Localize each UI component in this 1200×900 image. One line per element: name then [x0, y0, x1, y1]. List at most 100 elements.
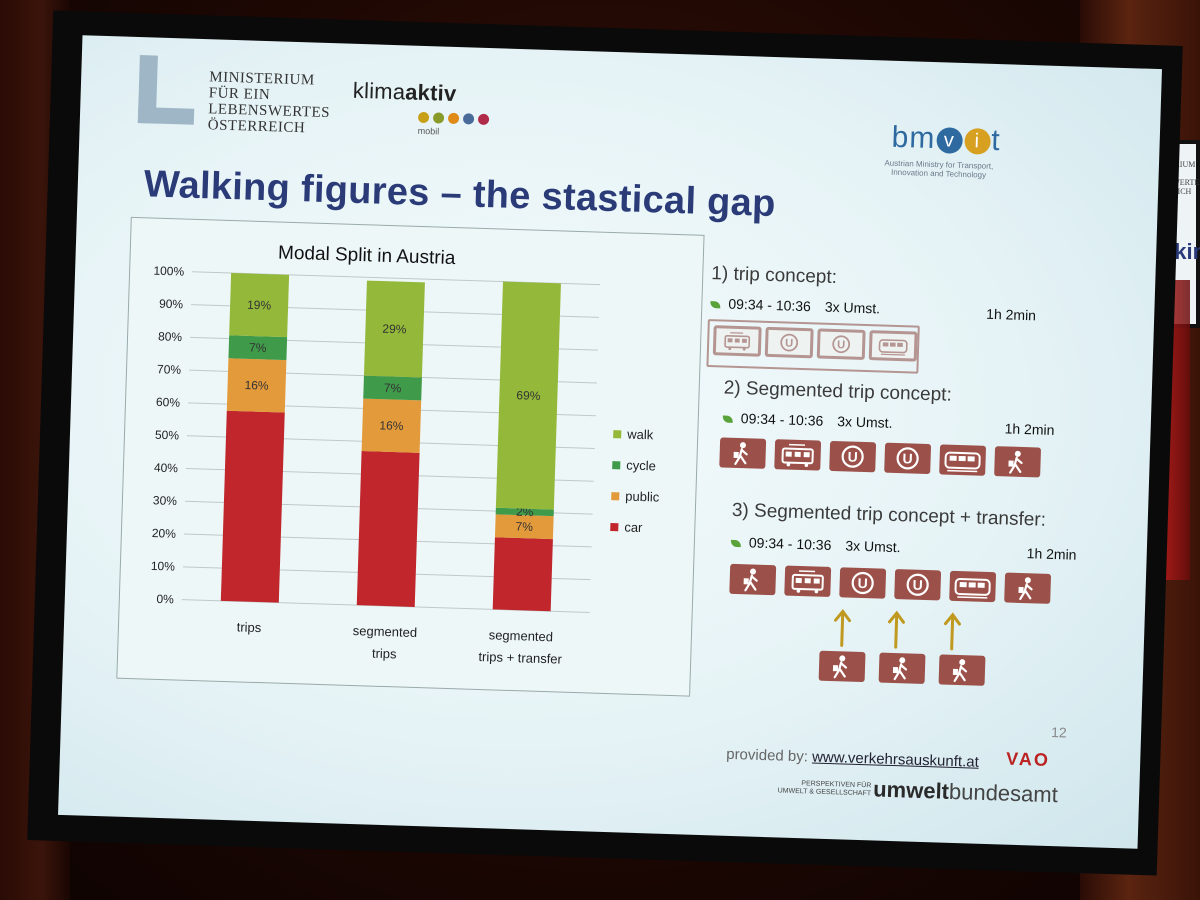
leaf-icon	[722, 415, 733, 423]
bar-segment-cycle	[228, 335, 288, 361]
walk-icon	[719, 437, 767, 469]
legend-label-walk: walk	[626, 427, 654, 443]
walk-icon	[994, 446, 1042, 478]
data-label: 19%	[247, 298, 272, 313]
u-bahn-icon: U	[839, 567, 887, 599]
walk-icon	[729, 563, 777, 596]
tram-icon	[784, 565, 832, 597]
svg-text:U: U	[837, 339, 845, 351]
x-tick-label: segmented	[488, 627, 553, 644]
concept-1-duration: 1h 2min	[985, 305, 1037, 324]
concept-3-title: 3) Segmented trip concept + transfer:	[731, 499, 1047, 531]
y-tick-label: 10%	[151, 559, 176, 574]
gridline	[192, 271, 600, 286]
y-tick-label: 50%	[155, 428, 180, 443]
klima-dot	[432, 112, 445, 124]
walk-icon	[878, 652, 926, 684]
walk-icon	[818, 650, 866, 683]
legend-label-cycle: cycle	[626, 458, 656, 474]
data-label: 7%	[249, 340, 267, 355]
svg-text:U: U	[902, 450, 913, 466]
slide-headline: Walking figures – the stastical gap	[143, 163, 777, 226]
u-bahn-icon: U	[829, 440, 877, 473]
page-number: 12	[1050, 724, 1067, 741]
concept-3-transfer-icons	[818, 650, 986, 686]
data-label: 7%	[515, 519, 533, 534]
umweltbundesamt-logo: umweltbundesamt	[872, 776, 1059, 808]
y-tick-label: 80%	[158, 329, 183, 344]
svg-text:U: U	[857, 575, 868, 591]
bmvit-logo: bm v i t	[891, 120, 1002, 158]
klima-dot	[477, 113, 490, 126]
bar-segment-public	[361, 398, 422, 453]
chart-svg: Modal Split in Austria 0% 10% 20% 30% 40% 50% 6…	[151, 242, 660, 667]
bar-segment-car	[356, 451, 420, 607]
bar-segment-cycle	[363, 375, 422, 401]
klimaaktiv-logo: klimaaktiv	[352, 77, 457, 106]
y-tick-label: 30%	[153, 493, 178, 508]
klimaaktiv-dots	[417, 111, 490, 126]
leaf-icon	[710, 300, 721, 309]
u-bahn-icon: U	[816, 328, 866, 360]
x-tick-label: trips + transfer	[478, 649, 563, 667]
train-icon	[949, 570, 997, 603]
concept-3-trip-info: 09:34 - 10:36 3x Umst.	[730, 534, 901, 555]
y-tick-label: 40%	[154, 460, 179, 475]
legend-label-car: car	[624, 519, 643, 535]
svg-text:U: U	[785, 337, 793, 349]
tram-icon	[712, 325, 762, 357]
vao-logo: VAO	[1005, 748, 1051, 770]
y-tick-label: 70%	[157, 362, 182, 377]
concept-2-trip-info: 09:34 - 10:36 3x Umst.	[722, 410, 893, 431]
concept-1-title: 1) trip concept:	[711, 263, 838, 289]
transfer-arrows	[83, 35, 1162, 651]
bar-segment-car	[220, 410, 285, 603]
y-tick-label: 90%	[159, 297, 184, 312]
provided-by: provided by: www.verkehrsauskunft.at	[725, 745, 980, 771]
klima-dot	[462, 113, 475, 125]
u-bahn-icon: U	[894, 569, 942, 601]
bar-segment-public	[494, 514, 554, 540]
train-icon	[939, 444, 987, 476]
ministry-name: MINISTERIUM FÜR EIN LEBENSWERTES ÖSTERRE…	[207, 69, 331, 137]
arrow-up-icon	[886, 609, 907, 650]
svg-text:U: U	[912, 577, 923, 593]
train-icon	[868, 330, 918, 362]
uba-tagline: PERSPEKTIVEN FÜR UMWELT & GESELLSCHAFT	[777, 780, 872, 798]
data-label: 69%	[516, 388, 541, 403]
legend-swatch-cycle	[612, 461, 621, 470]
u-bahn-icon: U	[884, 442, 932, 475]
tram-icon	[774, 439, 822, 471]
y-tick-label: 100%	[153, 264, 184, 279]
bar-segment-car	[492, 537, 553, 612]
x-tick-label: segmented	[353, 623, 418, 640]
verkehrsauskunft-link[interactable]: www.verkehrsauskunft.at	[811, 748, 980, 771]
y-tick-label: 20%	[152, 526, 177, 541]
bar-segment-public	[226, 358, 287, 413]
bar-segment-walk	[495, 281, 561, 510]
data-label: 7%	[384, 381, 402, 396]
concept-2-title: 2) Segmented trip concept:	[723, 377, 953, 406]
legend-swatch-walk	[613, 430, 622, 439]
klima-dot	[417, 111, 430, 124]
data-label: 16%	[244, 378, 269, 393]
arrow-up-icon	[942, 611, 963, 652]
y-tick-label: 60%	[156, 395, 181, 410]
bmvit-subtitle: Austrian Ministry for Transport, Innovat…	[884, 158, 994, 180]
concept-3-duration: 1h 2min	[1026, 545, 1077, 563]
y-tick-label: 0%	[156, 592, 174, 607]
legend-label-public: public	[625, 489, 660, 505]
svg-text:U: U	[847, 448, 858, 464]
presentation-slide: MINISTERIUM FÜR EIN LEBENSWERTES ÖSTERRE…	[58, 35, 1162, 849]
legend-swatch-public	[611, 492, 620, 501]
arrow-up-icon	[832, 607, 853, 648]
concept-1-trip-info: 09:34 - 10:36 3x Umst.	[710, 295, 880, 316]
data-label: 29%	[382, 322, 407, 337]
klima-dot	[447, 112, 460, 125]
walk-icon	[938, 654, 986, 686]
leaf-icon	[730, 539, 741, 547]
klimaaktiv-sub: mobil	[417, 125, 440, 137]
concept-2-duration: 1h 2min	[1004, 420, 1055, 438]
